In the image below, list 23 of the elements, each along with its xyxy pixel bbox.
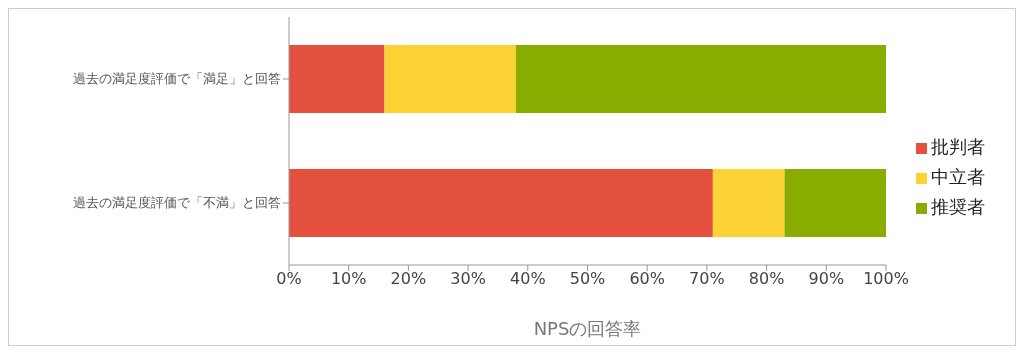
x-tick-label: 60% (629, 269, 665, 289)
x-tick-label: 100% (863, 269, 909, 289)
bar (384, 45, 516, 113)
y-tick-label: 過去の満足度評価で「満足」と回答 (73, 71, 281, 87)
bar (712, 169, 785, 237)
y-tick-label: 過去の満足度評価で「不満」と回答 (73, 195, 281, 211)
x-tick-label: 40% (510, 269, 546, 289)
x-tick-label: 30% (450, 269, 486, 289)
legend-label: 中立者 (931, 166, 985, 187)
legend-label: 推奨者 (931, 196, 985, 217)
bar (289, 45, 385, 113)
bar (289, 169, 713, 237)
x-tick-label: 70% (689, 269, 725, 289)
bar (784, 169, 886, 237)
x-tick-label: 10% (330, 269, 367, 289)
x-axis-title: NPSの回答率 (533, 318, 642, 339)
legend-label: 批判者 (931, 136, 985, 157)
x-tick-label: 0% (276, 269, 302, 289)
x-tick-label: 50% (569, 269, 606, 289)
bar (515, 45, 886, 113)
x-tick-label: 20% (390, 269, 427, 289)
x-tick-label: 90% (808, 269, 845, 289)
x-tick-label: 80% (748, 269, 785, 289)
